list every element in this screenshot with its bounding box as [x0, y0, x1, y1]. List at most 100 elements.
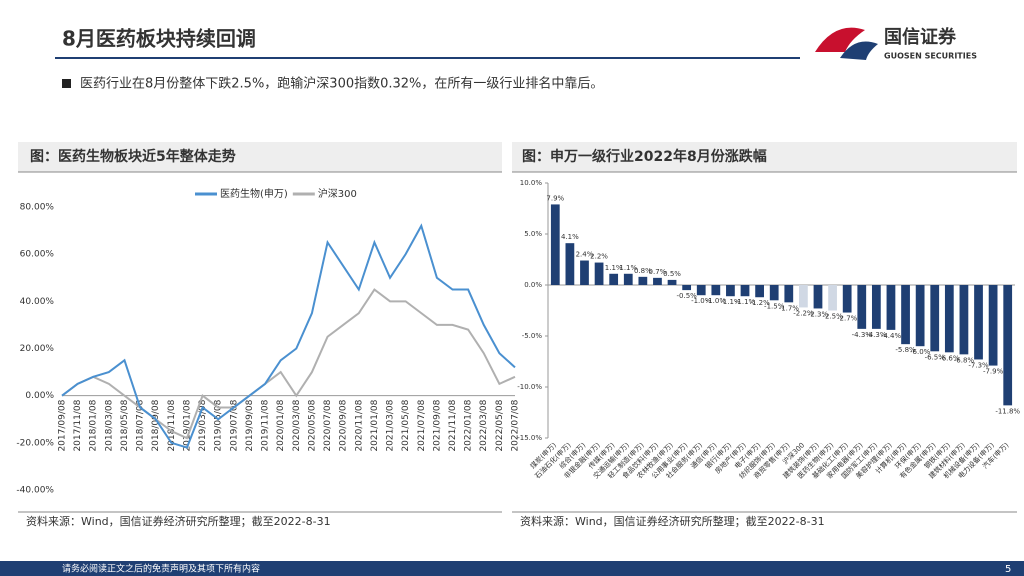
x-tick-label: 2020/07/08	[323, 399, 333, 451]
series-line	[61, 223, 516, 449]
bar	[842, 285, 852, 313]
x-tick-label: 2021/03/08	[386, 399, 396, 451]
y-tick-label: -20.00%	[16, 438, 54, 448]
left-source: 资料来源：Wind，国信证券经济研究所整理；截至2022-8-31	[26, 514, 331, 528]
x-tick-label: 2019/01/08	[182, 399, 192, 451]
value-label: -1.0%	[706, 297, 727, 305]
bullet-text: 医药行业在8月份整体下跌2.5%，跑输沪深300指数0.32%，在所有一级行业排…	[80, 76, 603, 92]
y-tick-label: 10.0%	[520, 179, 543, 187]
x-tick-label: 2022/01/08	[464, 399, 474, 451]
x-tick-label: 2020/09/08	[339, 399, 349, 451]
bullet-square	[62, 79, 71, 88]
bar	[828, 285, 837, 311]
value-label: -4.3%	[852, 331, 873, 339]
x-tick-label: 2022/03/08	[479, 399, 489, 451]
value-label: 0.7%	[649, 268, 667, 276]
x-tick-label: 2021/11/08	[448, 399, 458, 451]
value-label: -7.9%	[983, 368, 1004, 376]
x-tick-label: 2017/09/08	[58, 399, 68, 451]
slide-title: 8月医药板块持续回调	[62, 27, 256, 51]
x-tick-label: 2022/07/08	[511, 399, 521, 451]
value-label: -11.8%	[995, 407, 1020, 415]
left-title-bg	[18, 142, 502, 172]
right-source: 资料来源：Wind，国信证券经济研究所整理；截至2022-8-31	[520, 514, 825, 528]
bar	[974, 285, 983, 360]
value-label: 0.8%	[634, 267, 652, 275]
x-tick-label: 2018/05/08	[120, 399, 130, 451]
bar	[667, 279, 677, 285]
value-label: 1.1%	[619, 264, 637, 272]
bar	[726, 285, 735, 297]
value-label: -4.4%	[881, 332, 902, 340]
x-tick-label: 2021/05/08	[401, 399, 411, 451]
bar	[784, 285, 794, 303]
value-label: 4.1%	[561, 233, 579, 241]
right-chart: 10.0%5.0%0.0%-5.0%-10.0%-15.0%7.9%煤炭(申万)…	[517, 179, 1020, 480]
x-tick-label: 2019/07/08	[229, 399, 239, 451]
bar	[682, 285, 692, 291]
x-tick-label: 2020/03/08	[292, 399, 302, 451]
x-tick-label: 2018/01/08	[89, 399, 99, 451]
x-tick-label: 2018/11/08	[167, 399, 177, 451]
value-label: 2.4%	[576, 251, 594, 259]
y-tick-label: -15.0%	[517, 434, 542, 442]
y-tick-label: 5.0%	[524, 230, 542, 238]
x-tick-label: 2019/05/08	[214, 399, 224, 451]
bar	[565, 243, 575, 285]
bar	[755, 285, 764, 298]
bar	[944, 285, 954, 353]
x-tick-label: 2018/09/08	[151, 399, 161, 451]
right-title-bg	[512, 142, 1017, 172]
y-tick-label: -5.0%	[522, 332, 543, 340]
right-title: 图：申万一级行业2022年8月份涨跌幅	[522, 148, 767, 165]
bar	[857, 285, 867, 329]
logo-blue	[840, 41, 878, 60]
value-label: -6.8%	[954, 356, 975, 364]
bar	[550, 204, 560, 285]
x-tick-label: 2019/09/08	[245, 399, 255, 451]
y-tick-label: -10.0%	[517, 383, 542, 391]
x-tick-label: 2020/01/08	[276, 399, 286, 451]
legend-label: 医药生物(申万)	[220, 187, 288, 200]
value-label: -2.2%	[793, 309, 814, 317]
value-label: -2.5%	[822, 313, 843, 321]
bar	[740, 285, 750, 297]
bar	[653, 277, 662, 285]
bar	[871, 285, 881, 329]
x-tick-label: 2018/03/08	[104, 399, 114, 451]
bar	[711, 285, 721, 296]
bar	[769, 285, 779, 301]
x-tick-label: 2021/07/08	[417, 399, 427, 451]
left-chart: 80.00% 60.00% 40.00% 20.00% 0.00% -20.00% -40.…	[16, 187, 520, 496]
value-label: -1.7%	[779, 304, 800, 312]
y-tick-label: 60.00%	[20, 250, 55, 260]
value-label: -2.3%	[808, 310, 829, 318]
logo-cn: 国信证券	[884, 26, 957, 48]
value-label: -6.6%	[939, 354, 960, 362]
page-number: 5	[1005, 564, 1011, 575]
footer-bar	[0, 561, 1024, 576]
bar	[886, 285, 896, 330]
y-tick-label: 80.00%	[20, 203, 55, 213]
bar	[638, 276, 648, 285]
y-tick-label: -40.00%	[16, 486, 54, 496]
x-tick-label: 2022/05/08	[495, 399, 505, 451]
value-label: -4.3%	[866, 331, 887, 339]
value-label: -1.0%	[691, 297, 712, 305]
value-label: -1.1%	[735, 298, 756, 306]
x-tick-label: 2019/11/08	[261, 399, 271, 451]
value-label: -0.5%	[676, 292, 697, 300]
logo-en: GUOSEN SECURITIES	[884, 52, 977, 61]
x-tick-label: 2020/11/08	[354, 399, 364, 451]
value-label: 0.5%	[663, 270, 681, 278]
x-tick-label: 2020/05/08	[307, 399, 317, 451]
bar	[959, 285, 969, 355]
bar	[799, 285, 808, 308]
logo-red	[815, 27, 865, 52]
bar	[696, 285, 706, 296]
value-label: -7.3%	[968, 361, 989, 369]
y-tick-label: 0.00%	[25, 391, 54, 401]
x-tick-label: 2018/07/08	[136, 399, 146, 451]
series-line	[61, 288, 516, 440]
bar	[623, 273, 633, 285]
